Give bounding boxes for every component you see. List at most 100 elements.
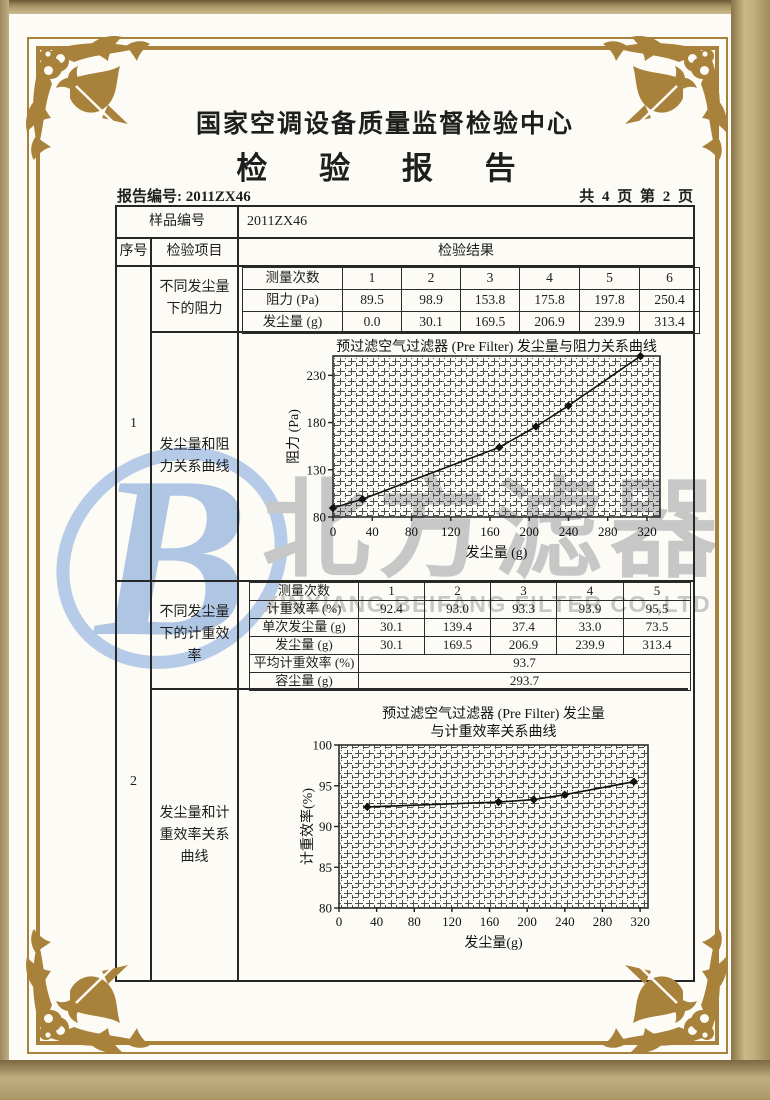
table-row: 测量次数 1 2 3 4 5 6: [242, 267, 700, 290]
svg-text:85: 85: [319, 860, 332, 875]
table-border-line: [117, 580, 693, 582]
cell: 313.4: [639, 311, 700, 334]
page-title: 检 验 报 告: [236, 151, 534, 186]
cell: 239.9: [556, 636, 624, 655]
svg-text:120: 120: [442, 914, 462, 929]
svg-text:160: 160: [480, 524, 500, 539]
section1-item-chart: 发尘量和阻力关系曲线: [159, 437, 230, 475]
svg-text:320: 320: [630, 914, 650, 929]
cell: 73.5: [623, 618, 691, 637]
svg-text:预过滤空气过滤器 (Pre Filter) 发尘量与阻力关系: 预过滤空气过滤器 (Pre Filter) 发尘量与阻力关系曲线: [336, 339, 657, 355]
corner-flourish-bottom-left-icon: [22, 922, 157, 1057]
row-label: 平均计重效率 (%): [249, 654, 359, 673]
svg-text:200: 200: [517, 914, 537, 929]
cell: 175.8: [519, 289, 580, 312]
efficiency-curve-chart: 80 85 90 95 100 0 40 80 120 160 200 240 280 320 预过滤空气过…: [300, 706, 650, 951]
row-label: 发尘量 (g): [242, 311, 343, 334]
sample-no-value: 2011ZX46: [247, 214, 308, 230]
cell: 30.1: [401, 311, 461, 334]
row-label: 阻力 (Pa): [242, 289, 343, 312]
corner-flourish-top-left-icon: [22, 32, 157, 167]
cell: 206.9: [519, 311, 580, 334]
border-edge-right: [731, 0, 770, 1100]
svg-text:240: 240: [559, 524, 579, 539]
table-border-line: [150, 237, 152, 982]
svg-text:120: 120: [441, 524, 461, 539]
section1-serial: 1: [130, 415, 137, 431]
org-title: 国家空调设备质量监督检验中心: [195, 111, 574, 138]
svg-text:阻力 (Pa): 阻力 (Pa): [286, 409, 302, 464]
beifang-logo-watermark-icon: B: [56, 438, 288, 683]
frame-inner-line: [36, 46, 719, 1045]
svg-text:90: 90: [319, 819, 332, 834]
row-label: 测量次数: [242, 267, 343, 290]
col-header-result: 检验结果: [438, 244, 494, 260]
svg-text:预过滤空气过滤器 (Pre Filter) 发尘量: 预过滤空气过滤器 (Pre Filter) 发尘量: [382, 706, 605, 722]
frame-outer-line: [27, 37, 728, 1054]
section2-item-table: 不同发尘量下的计重效率: [159, 605, 230, 664]
svg-text:200: 200: [519, 524, 539, 539]
cell: 250.4: [639, 289, 700, 312]
resistance-data-table: 测量次数 1 2 3 4 5 6 阻力 (Pa) 89.5 98.9 153.8…: [242, 267, 700, 334]
table-row: 容尘量 (g) 293.7: [249, 672, 691, 691]
table-row: 测量次数 1 2 3 4 5: [249, 582, 691, 601]
table-row: 单次发尘量 (g) 30.1 139.4 37.4 33.0 73.5: [249, 618, 691, 637]
svg-text:95: 95: [319, 778, 332, 793]
row-label: 发尘量 (g): [249, 636, 359, 655]
cell: 98.9: [401, 289, 461, 312]
efficiency-data-table: 测量次数 1 2 3 4 5 计重效率 (%) 92.4 93.0 93.3 9…: [249, 582, 691, 691]
section2-serial: 2: [130, 774, 137, 790]
svg-text:与计重效率关系曲线: 与计重效率关系曲线: [431, 723, 557, 740]
svg-text:180: 180: [307, 415, 327, 430]
page-count: 共 4 页 第 2 页: [579, 189, 695, 205]
table-border-line: [117, 265, 693, 267]
svg-text:40: 40: [366, 524, 379, 539]
svg-text:0: 0: [336, 914, 343, 929]
svg-text:发尘量 (g): 发尘量 (g): [466, 545, 528, 561]
cell: 0.0: [342, 311, 402, 334]
cell: 93.0: [424, 600, 491, 619]
svg-text:B: B: [92, 438, 248, 683]
corner-flourish-bottom-right-icon: [596, 922, 731, 1057]
resistance-curve-chart: 80 130 180 230 0 40 80 120 160 200 240 280 320 预过滤空气过…: [286, 339, 661, 561]
svg-text:40: 40: [370, 914, 383, 929]
results-table: 样品编号 2011ZX46 序号 检验项目 检验结果 1 不同发尘量下的阻力 发…: [115, 205, 700, 982]
svg-text:320: 320: [637, 524, 657, 539]
svg-text:80: 80: [319, 901, 332, 916]
section2-item-chart: 发尘量和计重效率关系曲线: [159, 806, 230, 865]
svg-text:80: 80: [313, 510, 326, 525]
table-border-line: [237, 207, 239, 982]
sample-no-label: 样品编号: [149, 214, 205, 230]
border-edge-left: [0, 0, 9, 1100]
col-header-item: 检验项目: [166, 244, 223, 260]
svg-text:80: 80: [408, 914, 421, 929]
table-row: 阻力 (Pa) 89.5 98.9 153.8 175.8 197.8 250.…: [242, 289, 700, 312]
svg-text:发尘量(g): 发尘量(g): [464, 935, 523, 951]
cell: 92.4: [358, 600, 425, 619]
cell: 93.9: [556, 600, 624, 619]
corner-flourish-top-right-icon: [596, 32, 731, 167]
svg-text:0: 0: [330, 524, 337, 539]
col-header-serial: 序号: [119, 244, 148, 260]
section1-item-table: 不同发尘量下的阻力: [159, 280, 230, 317]
border-edge-bottom: [0, 1060, 770, 1100]
svg-text:160: 160: [480, 914, 500, 929]
svg-text:240: 240: [555, 914, 575, 929]
svg-text:280: 280: [598, 524, 618, 539]
svg-text:280: 280: [593, 914, 613, 929]
dust-capacity-value: 293.7: [358, 672, 691, 691]
table-row: 计重效率 (%) 92.4 93.0 93.3 93.9 95.5: [249, 600, 691, 619]
svg-text:80: 80: [405, 524, 418, 539]
report-number: 报告编号: 2011ZX46: [117, 189, 251, 205]
table-row: 发尘量 (g) 0.0 30.1 169.5 206.9 239.9 313.4: [242, 311, 700, 334]
border-edge-top: [0, 0, 770, 14]
svg-text:100: 100: [313, 738, 333, 753]
row-label: 容尘量 (g): [249, 672, 359, 691]
cell: 169.5: [460, 311, 520, 334]
table-border-line: [117, 237, 693, 239]
svg-text:230: 230: [307, 368, 327, 383]
cell: 89.5: [342, 289, 402, 312]
svg-text:计重效率(%): 计重效率(%): [300, 788, 316, 865]
svg-text:130: 130: [307, 462, 327, 477]
